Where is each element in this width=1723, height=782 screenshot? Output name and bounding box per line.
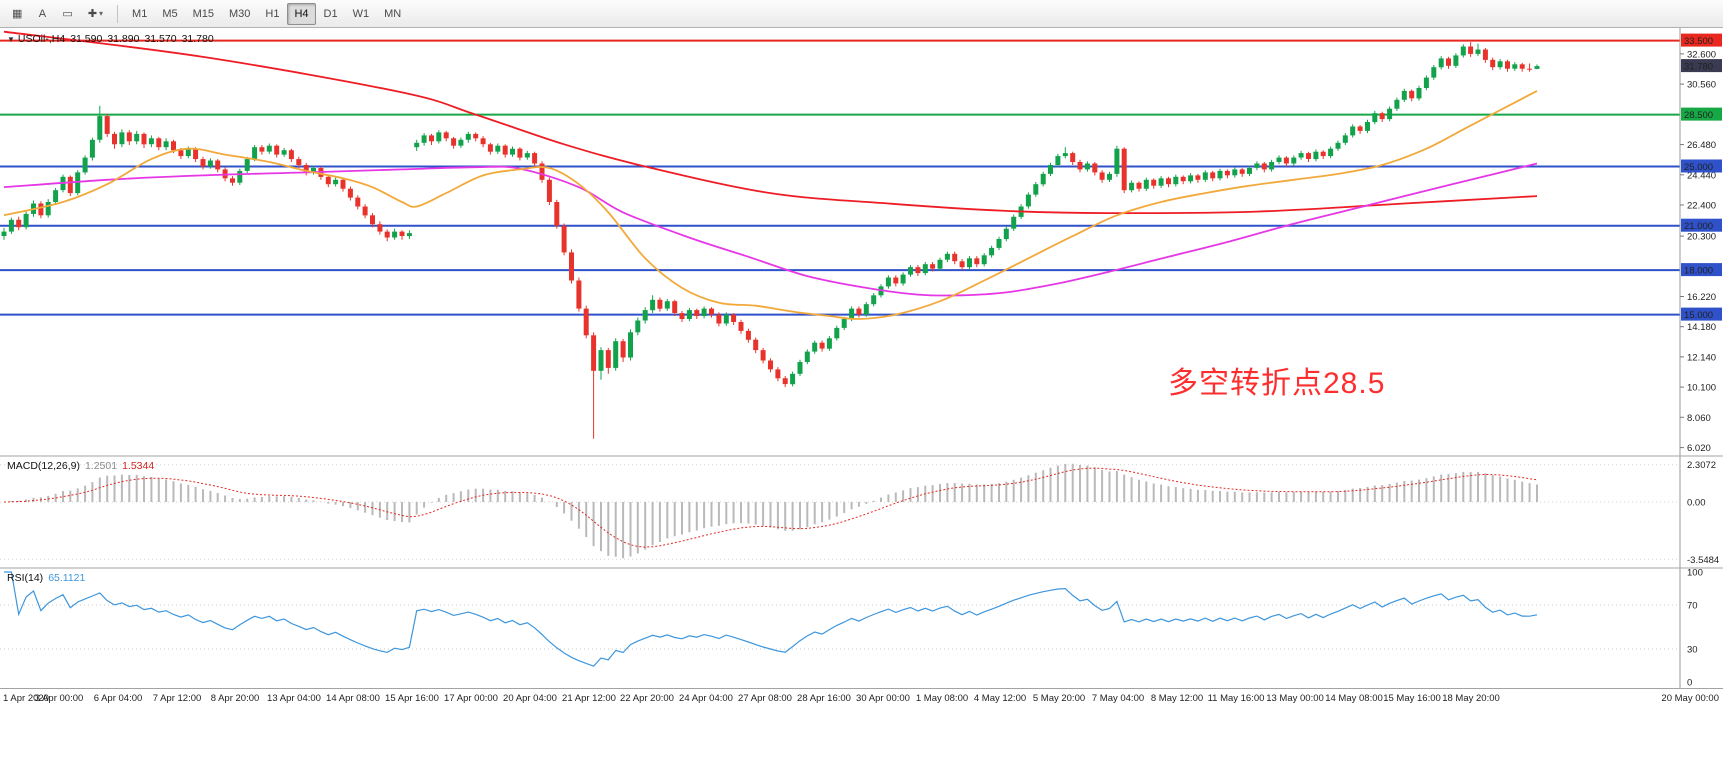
time-axis-label: 6 Apr 04:00 xyxy=(93,693,143,704)
time-axis-label: 27 Apr 08:00 xyxy=(738,693,792,704)
timeframe-mn-button[interactable]: MN xyxy=(384,7,402,20)
price-badge-label: 33.500 xyxy=(1684,36,1713,47)
rsi-axis-label: 100 xyxy=(1687,568,1703,579)
price-badge xyxy=(1681,33,1722,47)
time-axis-label: 17 Apr 00:00 xyxy=(444,693,498,704)
time-axis-label: 8 May 12:00 xyxy=(1150,693,1204,704)
time-axis-label: 5 May 20:00 xyxy=(1032,693,1086,704)
timeframe-h4-button[interactable]: H4 xyxy=(287,2,316,25)
timeframe-d1-button[interactable]: D1 xyxy=(323,7,338,20)
time-axis-label: 13 Apr 04:00 xyxy=(267,693,321,704)
macd-signal-line xyxy=(3,467,1538,548)
rsi-panel[interactable]: 100 70 30 0 xyxy=(0,567,1723,689)
price-tick-label: 20.300 xyxy=(1687,232,1716,243)
timeframe-m5-button[interactable]: M5 xyxy=(162,7,178,20)
time-axis-label: 13 May 00:00 xyxy=(1266,693,1324,704)
price-badge-label: 28.500 xyxy=(1684,110,1713,121)
price-tick-label: 22.400 xyxy=(1687,201,1716,212)
timeframe-m1-button[interactable]: M1 xyxy=(132,7,148,20)
time-axis-label: 8 Apr 20:00 xyxy=(210,693,260,704)
time-axis-label: 3 Apr 00:00 xyxy=(34,693,84,704)
price-tick-label: 12.140 xyxy=(1687,352,1716,363)
price-tick-label: 14.180 xyxy=(1687,322,1716,333)
rectangle-tool-icon: ▭ xyxy=(62,8,73,20)
rsi-axis-label: 0 xyxy=(1687,678,1692,689)
chart-window-button[interactable]: ▦ xyxy=(5,3,29,25)
ma-magenta xyxy=(3,162,1538,297)
timeframe-w1-button[interactable]: W1 xyxy=(352,7,370,20)
time-axis-label: 30 Apr 00:00 xyxy=(856,693,910,704)
ma-red xyxy=(3,30,1538,215)
time-axis-label: 24 Apr 04:00 xyxy=(679,693,733,704)
time-axis-label: 21 Apr 12:00 xyxy=(562,693,616,704)
chart-canvas[interactable]: 32.600 30.560 26.480 24.440 22.400 20.300 16.2… xyxy=(0,28,1723,710)
price-tick-label: 10.100 xyxy=(1687,383,1716,394)
timeframe-m30-button[interactable]: M30 xyxy=(229,7,251,20)
time-axis-label: 11 May 16:00 xyxy=(1207,693,1265,704)
price-badge xyxy=(1681,307,1722,321)
rectangle-tool-button[interactable]: ▭ xyxy=(55,3,79,25)
price-badge xyxy=(1681,107,1722,121)
text-label-icon: A xyxy=(38,7,47,20)
macd-panel[interactable]: 2.3072 0.00 -3.5484 xyxy=(0,455,1723,566)
time-axis-label: 28 Apr 16:00 xyxy=(797,693,851,704)
time-axis-label: 20 May 00:00 xyxy=(1661,693,1719,704)
toolbar-separator xyxy=(117,4,119,23)
time-axis-label: 15 May 16:00 xyxy=(1383,693,1441,704)
rsi-axis-label: 70 xyxy=(1687,601,1698,612)
time-axis-label: 14 May 08:00 xyxy=(1325,693,1383,704)
price-badge-label: 15.000 xyxy=(1684,310,1713,321)
macd-axis-label: 0.00 xyxy=(1687,498,1706,509)
price-tick-label: 32.600 xyxy=(1687,49,1716,60)
toolbar: ▦ A ▭ ✚ ▾ M1 M5 M15 M30 H1 H4 D1 W1 MN xyxy=(0,0,1723,28)
time-axis-label: 1 May 08:00 xyxy=(915,693,969,704)
price-tick-label: 8.060 xyxy=(1687,413,1711,424)
macd-axis-label: 2.3072 xyxy=(1687,460,1716,471)
crosshair-tool-icon: ✚ xyxy=(87,8,98,20)
timeframe-m15-button[interactable]: M15 xyxy=(192,7,215,20)
time-axis-label: 15 Apr 16:00 xyxy=(385,693,439,704)
main-chart-panel[interactable] xyxy=(0,30,1680,439)
price-tick-label: 16.220 xyxy=(1687,292,1716,303)
ma-orange xyxy=(3,90,1538,320)
chart-window-icon: ▦ xyxy=(12,8,23,20)
time-axis[interactable]: 1 Apr 2020 3 Apr 00:00 6 Apr 04:00 7 Apr 12… xyxy=(0,688,1723,710)
text-label-button[interactable]: A xyxy=(30,3,54,25)
time-axis-label: 4 May 12:00 xyxy=(973,693,1027,704)
time-axis-label: 7 May 04:00 xyxy=(1091,693,1145,704)
price-tick-label: 26.480 xyxy=(1687,140,1716,151)
price-tick-label: 6.020 xyxy=(1687,443,1711,454)
price-badge xyxy=(1681,59,1722,73)
macd-axis-label: -3.5484 xyxy=(1687,555,1719,566)
price-badge xyxy=(1681,218,1722,232)
time-axis-label: 7 Apr 12:00 xyxy=(152,693,202,704)
timeframe-h1-button[interactable]: H1 xyxy=(265,7,280,20)
price-badge-label: 25.000 xyxy=(1684,162,1713,173)
time-axis-label: 14 Apr 08:00 xyxy=(326,693,380,704)
rsi-line xyxy=(4,571,1538,667)
price-tick-label: 24.440 xyxy=(1687,170,1716,181)
time-axis-label: 22 Apr 20:00 xyxy=(620,693,674,704)
price-tick-label: 30.560 xyxy=(1687,80,1716,91)
price-badge-label: 21.000 xyxy=(1684,221,1713,232)
price-badge xyxy=(1681,159,1722,173)
price-badge xyxy=(1681,263,1722,277)
price-badge-label: 18.000 xyxy=(1684,266,1713,277)
price-axis[interactable]: 32.600 30.560 26.480 24.440 22.400 20.300 16.2… xyxy=(1679,28,1722,688)
rsi-axis-label: 30 xyxy=(1687,645,1698,656)
time-axis-label: 18 May 20:00 xyxy=(1442,693,1500,704)
time-axis-label: 1 Apr 2020 xyxy=(3,693,49,704)
dropdown-caret-icon: ▾ xyxy=(99,9,104,18)
time-axis-label: 20 Apr 04:00 xyxy=(503,693,557,704)
price-badge-label: 31.780 xyxy=(1684,62,1713,73)
crosshair-tool-button[interactable]: ✚ ▾ xyxy=(81,3,110,25)
